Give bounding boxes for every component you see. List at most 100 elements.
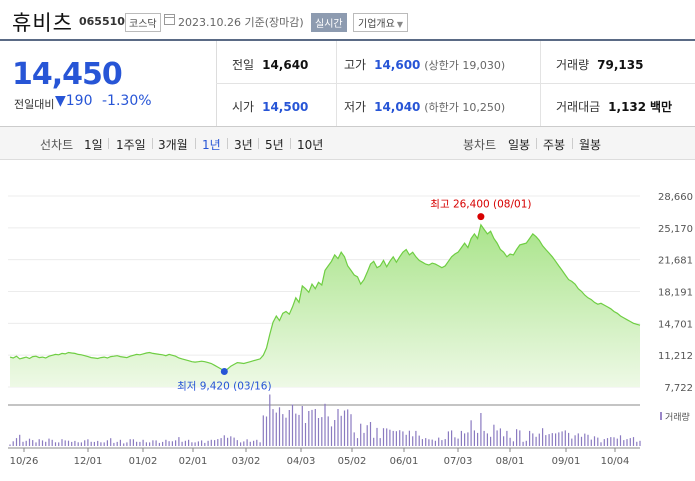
volume-bar <box>636 441 638 446</box>
volume-bar <box>376 427 378 446</box>
volume-bar <box>103 442 105 446</box>
tab-10y[interactable]: 10년 <box>297 138 324 152</box>
volume-bar <box>80 442 82 446</box>
volume-bar <box>610 437 612 446</box>
volume-bar <box>460 430 462 446</box>
volume-bar <box>623 440 625 446</box>
volume-bar <box>191 442 193 446</box>
volume-bar <box>490 436 492 446</box>
divider <box>258 138 259 149</box>
volume-bar <box>444 439 446 446</box>
volume-legend-icon <box>660 412 662 420</box>
volume-bar <box>259 442 261 446</box>
volume-label: 거래량 <box>665 411 690 423</box>
volume-bar <box>184 440 186 446</box>
x-tick-label: 05/02 <box>338 456 367 467</box>
volume-bar <box>71 441 73 446</box>
volume-bar <box>340 415 342 446</box>
volume-bar <box>38 439 40 446</box>
volume-bar <box>392 430 394 446</box>
y-tick-label: 14,701 <box>658 319 693 330</box>
volume-bar <box>574 435 576 446</box>
tab-weekly[interactable]: 주봉 <box>543 138 566 152</box>
volume-bar <box>100 442 102 446</box>
current-price: 14,450 <box>12 57 123 92</box>
stat-label: 전일 <box>232 58 255 72</box>
volume-bar <box>197 441 199 446</box>
realtime-button[interactable]: 실시간 <box>311 13 347 32</box>
line-chart-label: 선차트 <box>40 138 74 152</box>
volume-bar <box>555 433 557 446</box>
volume-bar <box>408 430 410 446</box>
tab-daily[interactable]: 일봉 <box>508 138 531 152</box>
tab-monthly[interactable]: 월봉 <box>579 138 602 152</box>
divider <box>572 138 573 149</box>
volume-bar <box>347 409 349 446</box>
change-label: 전일대비 <box>14 98 55 111</box>
volume-bar <box>48 438 50 446</box>
stock-header: 휴비츠 065510 코스닥 2023.10.26 기준(장마감) 실시간 기업… <box>0 0 695 40</box>
volume-bar <box>149 442 151 446</box>
overview-dropdown[interactable]: 기업개요 ▼ <box>353 13 408 32</box>
tab-1y[interactable]: 1년 <box>202 138 221 152</box>
volume-bar <box>61 439 63 446</box>
stat-label: 고가 <box>344 58 367 72</box>
volume-bar <box>308 411 310 446</box>
volume-bar <box>93 441 95 446</box>
volume-bar <box>298 414 300 446</box>
tab-5y[interactable]: 5년 <box>265 138 284 152</box>
volume-bar <box>496 430 498 446</box>
volume-bar <box>532 433 534 446</box>
volume-bar <box>45 441 47 446</box>
x-tick-label: 08/01 <box>496 456 525 467</box>
volume-bar <box>253 440 255 446</box>
volume-bar <box>330 426 333 446</box>
volume-bar <box>256 439 258 446</box>
overview-label: 기업개요 <box>358 19 395 30</box>
volume-bar <box>334 420 336 446</box>
volume-bar <box>132 439 134 446</box>
volume-bar <box>223 435 225 446</box>
price-box: 14,450 전일대비 ▼190 -1.30% <box>0 41 217 126</box>
volume-bar <box>551 433 553 446</box>
volume-bar <box>210 439 212 446</box>
volume-bar <box>399 430 401 446</box>
volume-bar <box>64 440 66 446</box>
x-tick-label: 12/01 <box>74 456 103 467</box>
volume-bar <box>438 437 440 446</box>
min-annotation: 최저 9,420 (03/16) <box>177 381 272 393</box>
y-tick-label: 18,191 <box>658 288 693 299</box>
tab-1w[interactable]: 1주일 <box>116 138 146 152</box>
divider <box>227 138 228 149</box>
volume-bar <box>285 417 287 446</box>
stat-amount: 거래대금 1,132 백만 <box>556 98 672 115</box>
tab-3m[interactable]: 3개월 <box>158 138 188 152</box>
stat-label: 시가 <box>232 100 255 114</box>
volume-bar <box>571 438 573 446</box>
y-tick-label: 11,212 <box>658 351 693 362</box>
volume-bar <box>597 437 599 446</box>
volume-bar <box>425 438 427 446</box>
divider <box>216 83 695 84</box>
stat-value: 1,132 <box>608 100 647 114</box>
volume-bar <box>28 438 31 446</box>
stat-value: 14,500 <box>262 100 309 114</box>
volume-bar <box>360 423 362 446</box>
stat-value: 79,135 <box>597 58 644 72</box>
y-tick-label: 28,660 <box>658 192 693 203</box>
volume-bar <box>129 439 131 446</box>
volume-bar <box>499 428 501 446</box>
volume-bar <box>350 414 352 446</box>
volume-bar <box>415 430 417 446</box>
volume-bar <box>447 431 449 446</box>
calendar-icon <box>164 14 175 25</box>
volume-bar <box>561 431 563 446</box>
x-tick-label: 07/03 <box>444 456 473 467</box>
volume-bar <box>246 439 248 446</box>
volume-bar <box>542 428 544 446</box>
tab-1d[interactable]: 1일 <box>84 138 103 152</box>
volume-bar <box>155 440 157 446</box>
volume-bar <box>639 440 641 446</box>
tab-3y[interactable]: 3년 <box>234 138 253 152</box>
x-tick-label: 01/02 <box>129 456 158 467</box>
